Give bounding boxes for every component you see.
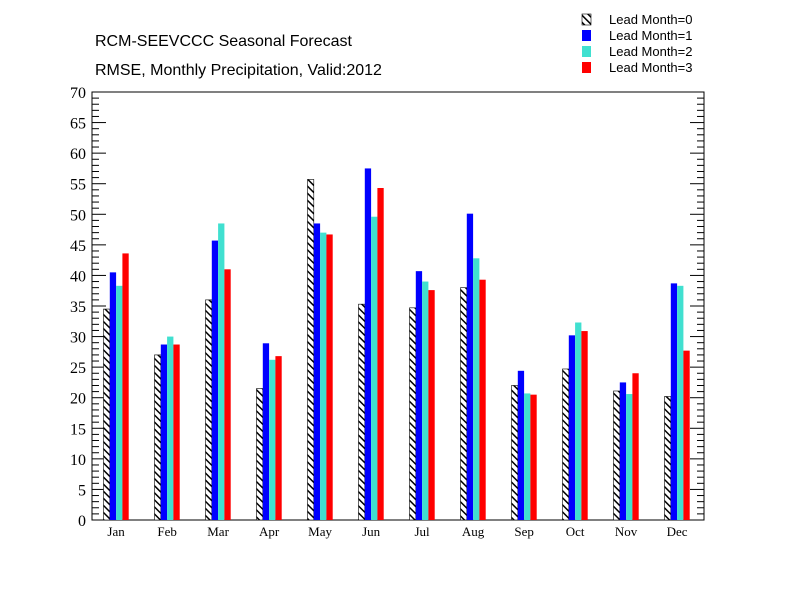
x-tick-label: May [308,524,332,539]
bar [154,354,161,520]
legend-swatch [582,30,591,41]
bar [269,359,276,520]
bar [160,344,168,520]
chart-subtitle: RMSE, Monthly Precipitation, Valid:2012 [95,62,382,79]
bar [460,287,467,520]
bar [364,168,372,520]
bar [262,343,270,520]
x-tick-label: Jan [107,524,125,539]
y-tick-label: 55 [70,177,86,194]
bar [517,370,525,520]
bar [122,253,129,520]
y-tick-label: 5 [78,482,86,499]
bar [116,285,123,520]
y-axis: 0 5 10 15 20 25 30 35 40 45 50 55 60 65 70 [70,85,704,530]
bar [326,234,333,520]
bar [683,350,690,520]
bar [677,285,684,520]
y-tick-label: 50 [70,207,86,224]
bar [109,272,117,520]
y-tick-label: 65 [70,116,86,133]
bar [211,240,219,520]
y-tick-label: 25 [70,360,86,377]
bar [224,269,231,520]
x-tick-label: Oct [566,524,585,539]
bar [568,335,576,520]
y-tick-label: 10 [70,452,86,469]
legend-swatch [582,62,591,73]
bar [626,394,633,520]
bar [422,281,429,520]
bar [619,382,627,520]
bar [256,388,263,520]
bar [415,271,423,520]
x-tick-label: Dec [667,524,688,539]
bar [581,331,588,520]
y-tick-label: 15 [70,421,86,438]
bar [473,258,480,520]
bar [167,336,174,520]
bar [511,385,518,520]
y-tick-label: 70 [70,85,86,102]
chart-title: RCM-SEEVCCC Seasonal Forecast [95,33,353,50]
plot-frame [91,91,705,521]
legend-label: Lead Month=1 [609,28,692,43]
bar [313,223,321,520]
bar [530,394,537,520]
bar [670,283,678,520]
bar [218,223,225,520]
bar [307,179,314,521]
bar [466,213,474,520]
bar [664,396,671,520]
bar [562,368,569,520]
bar [575,322,582,520]
bar [358,304,365,520]
legend-swatch [582,46,591,57]
x-tick-label: Aug [462,524,485,539]
x-tick-label: Mar [207,524,229,539]
y-tick-label: 30 [70,330,86,347]
legend-swatch [581,13,592,26]
bar [205,299,212,520]
bar [524,393,531,520]
x-tick-label: Jun [362,524,381,539]
y-tick-label: 0 [78,513,86,530]
bar [479,279,486,520]
x-tick-label: Jul [415,524,431,539]
y-tick-label: 60 [70,146,86,163]
legend-label: Lead Month=3 [609,60,692,75]
x-tick-label: Apr [259,524,280,539]
bar [428,290,435,520]
y-tick-label: 45 [70,238,86,255]
x-tick-label: Feb [157,524,177,539]
x-tick-label: Nov [615,524,638,539]
legend-label: Lead Month=0 [609,12,692,27]
bar [371,216,378,520]
bar [103,309,110,520]
bar [632,373,639,520]
bar [275,356,282,520]
bar [173,344,180,520]
y-tick-label: 35 [70,299,86,316]
x-tick-label: Sep [514,524,534,539]
bar [377,187,384,520]
bar [409,307,416,520]
bar [613,390,620,520]
bar [320,232,327,520]
legend-label: Lead Month=2 [609,44,692,59]
y-tick-label: 40 [70,268,86,285]
x-axis: Jan Feb Mar Apr May Jun Jul Aug Sep Oct Nov Dec [107,524,687,539]
y-tick-label: 20 [70,391,86,408]
bars [103,168,690,521]
